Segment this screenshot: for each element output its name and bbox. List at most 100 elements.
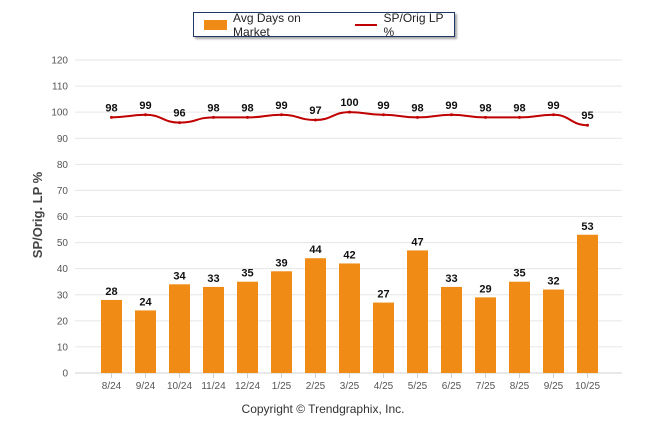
line-data-labels: 98 99 96 98 98 99 97 100 99 98 99 98 98 99 95	[105, 97, 593, 122]
x-tick-label: 9/25	[544, 381, 564, 392]
x-axis-ticks: 8/24 9/24 10/24 11/24 12/24 1/25 2/25 3/25 4/25 5…	[102, 373, 600, 392]
y-tick-label: 40	[57, 264, 69, 275]
bar	[135, 310, 156, 373]
line-point	[314, 118, 317, 122]
y-tick-label: 110	[52, 82, 68, 93]
bar	[373, 302, 394, 373]
bar	[169, 284, 190, 373]
line-value-label: 99	[139, 100, 151, 112]
y-axis-title: SP/Orig. LP %	[30, 171, 45, 258]
bar	[305, 258, 326, 373]
bar-value-label: 44	[309, 244, 322, 256]
legend-item-bar[interactable]: Avg Days on Market	[194, 11, 337, 39]
bar	[271, 271, 292, 373]
x-tick-label: 9/24	[136, 381, 156, 392]
bar-value-label: 35	[513, 268, 525, 280]
bar-value-label: 35	[241, 268, 253, 280]
line-value-label: 98	[241, 102, 253, 114]
bar	[577, 234, 598, 373]
bar-value-label: 47	[411, 236, 423, 248]
bar-value-label: 42	[343, 249, 355, 261]
line-value-label: 99	[377, 100, 389, 112]
x-tick-label: 3/25	[340, 381, 360, 392]
line-point	[518, 115, 521, 119]
x-tick-label: 10/25	[575, 381, 600, 392]
line-value-label: 99	[547, 100, 559, 112]
bar-value-label: 24	[139, 296, 152, 308]
legend: Avg Days on Market SP/Orig LP %	[193, 11, 455, 39]
y-tick-label: 120	[51, 56, 68, 67]
y-tick-label: 30	[57, 290, 69, 301]
line-value-label: 98	[411, 102, 423, 114]
x-tick-label: 7/25	[476, 381, 496, 392]
y-tick-label: 0	[62, 369, 68, 380]
x-tick-label: 8/25	[510, 381, 530, 392]
bar-value-label: 34	[173, 270, 186, 282]
bar-value-label: 32	[547, 276, 559, 288]
x-tick-label: 2/25	[306, 381, 326, 392]
y-tick-label: 10	[57, 342, 69, 353]
y-tick-label: 60	[57, 212, 69, 223]
line-value-label: 96	[173, 108, 185, 120]
x-tick-label: 11/24	[201, 381, 226, 392]
bar	[203, 286, 224, 373]
bar	[339, 263, 360, 373]
copyright-text: Copyright © Trendgraphix, Inc.	[241, 402, 405, 416]
x-tick-label: 12/24	[235, 381, 260, 392]
x-tick-label: 10/24	[167, 381, 192, 392]
line-value-label: 98	[513, 102, 525, 114]
bar-value-label: 27	[377, 289, 389, 301]
bar-value-label: 33	[207, 273, 219, 285]
line-point	[178, 121, 181, 125]
legend-line-label: SP/Orig LP %	[383, 10, 444, 39]
y-tick-label: 80	[57, 160, 69, 171]
line-value-label: 98	[479, 102, 491, 114]
line-series	[110, 110, 589, 127]
line-value-label: 98	[105, 102, 117, 114]
line-point	[280, 113, 283, 117]
bar	[509, 281, 530, 373]
line-point	[246, 115, 249, 119]
bar	[441, 286, 462, 373]
line-point	[416, 115, 419, 119]
line-point	[348, 110, 351, 114]
line-point	[586, 123, 589, 127]
legend-item-line[interactable]: SP/Orig LP %	[337, 11, 454, 39]
line-point	[484, 115, 487, 119]
bar	[101, 299, 122, 373]
line-value-label: 99	[275, 100, 287, 112]
y-tick-label: 100	[51, 108, 68, 119]
x-tick-label: 4/25	[374, 381, 394, 392]
line-point	[450, 113, 453, 117]
x-tick-label: 6/25	[442, 381, 462, 392]
line-point	[110, 115, 113, 119]
bar-swatch-icon	[204, 19, 228, 30]
line-value-label: 98	[207, 102, 219, 114]
combo-chart: 0 10 20 30 40 50 60 70 80 90 100 110 120 28 24 34 33 35 3…	[30, 56, 622, 392]
bar	[237, 281, 258, 373]
line-swatch-icon	[354, 23, 378, 26]
y-tick-label: 90	[57, 134, 69, 145]
line-value-label: 95	[581, 110, 593, 122]
y-tick-label: 20	[57, 316, 69, 327]
y-axis-ticks: 0 10 20 30 40 50 60 70 80 90 100 110 120	[51, 56, 68, 380]
bar	[475, 297, 496, 373]
line-point	[144, 113, 147, 117]
line-point	[212, 115, 215, 119]
legend-bar-label: Avg Days on Market	[233, 10, 301, 39]
line-point	[552, 113, 555, 117]
x-tick-label: 8/24	[102, 381, 122, 392]
bar	[543, 289, 564, 373]
line-value-label: 99	[445, 100, 457, 112]
y-tick-label: 50	[57, 238, 69, 249]
x-tick-label: 5/25	[408, 381, 428, 392]
bar-series	[101, 234, 598, 373]
bar-value-label: 33	[445, 273, 457, 285]
x-tick-label: 1/25	[272, 381, 292, 392]
bar-value-label: 39	[275, 257, 287, 269]
y-tick-label: 70	[57, 186, 69, 197]
bar-value-label: 28	[105, 286, 117, 298]
bar-value-label: 53	[581, 221, 593, 233]
line-value-label: 100	[340, 97, 358, 109]
bar-value-label: 29	[479, 283, 491, 295]
